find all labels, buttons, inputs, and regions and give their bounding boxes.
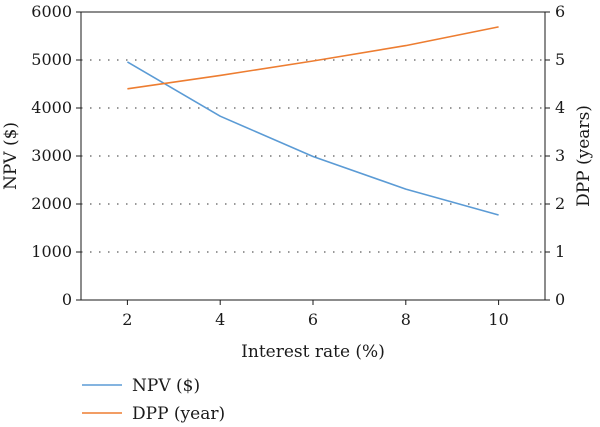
left-y-tick-label: 3000 xyxy=(31,146,72,165)
left-y-tick-label: 2000 xyxy=(31,194,72,213)
x-tick-label: 8 xyxy=(401,310,411,329)
right-y-tick-label: 4 xyxy=(555,98,565,117)
right-y-tick-label: 6 xyxy=(555,2,565,21)
grid-lines xyxy=(81,11,545,253)
right-y-tick-label: 5 xyxy=(555,50,565,69)
right-y-axis-title: DPP (years) xyxy=(574,105,594,207)
x-tick-label: 4 xyxy=(215,310,225,329)
series-lines xyxy=(126,26,499,216)
left-y-axis-title: NPV ($) xyxy=(1,122,21,190)
x-tick-label: 6 xyxy=(308,310,318,329)
left-y-tick-label: 1000 xyxy=(31,242,72,261)
x-tick-label: 2 xyxy=(122,310,132,329)
right-y-ticks: 0 1 2 3 4 5 6 xyxy=(545,2,565,309)
x-tick-label: 10 xyxy=(488,310,508,329)
x-axis-title: Interest rate (%) xyxy=(241,342,385,362)
right-y-tick-label: 3 xyxy=(555,146,565,165)
x-ticks: 2 4 6 8 10 xyxy=(122,300,509,329)
left-y-tick-label: 5000 xyxy=(31,50,72,69)
legend-label: NPV ($) xyxy=(132,376,200,396)
series-line-dpp xyxy=(127,26,499,90)
right-y-tick-label: 1 xyxy=(555,242,565,261)
left-y-tick-label: 4000 xyxy=(31,98,72,117)
legend: NPV ($) DPP (year) xyxy=(82,376,225,424)
left-y-ticks: 0 1000 2000 3000 4000 5000 6000 xyxy=(31,2,81,309)
left-y-tick-label: 0 xyxy=(62,290,72,309)
left-y-tick-label: 6000 xyxy=(31,2,72,21)
right-y-tick-label: 2 xyxy=(555,194,565,213)
series-line-npv xyxy=(126,61,499,216)
legend-label: DPP (year) xyxy=(132,404,225,424)
right-y-tick-label: 0 xyxy=(555,290,565,309)
